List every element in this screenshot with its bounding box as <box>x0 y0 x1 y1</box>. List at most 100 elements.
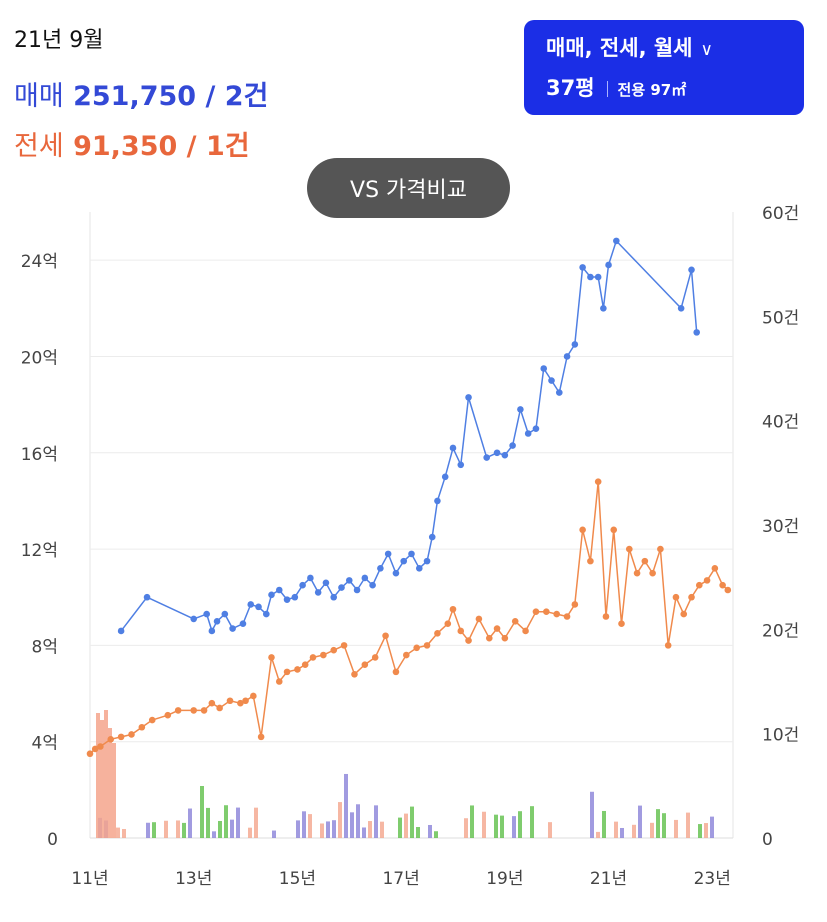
volume-bar <box>212 831 216 838</box>
sale-price-point <box>338 584 345 591</box>
jeonse-price-point <box>657 545 664 553</box>
volume-bar <box>104 710 108 838</box>
trade-types-label: 매매, 전세, 월세 <box>546 36 693 60</box>
jeonse-price-point <box>434 630 441 637</box>
sale-price-point <box>579 264 586 271</box>
sale-price-point <box>353 586 361 594</box>
volume-bar <box>116 827 120 838</box>
jeonse-price-point <box>610 526 618 534</box>
price-series <box>86 237 732 758</box>
volume-bar <box>200 786 204 838</box>
volume-bar <box>332 820 336 838</box>
jeonse-price-point <box>330 646 338 654</box>
volume-bar <box>398 817 402 838</box>
jeonse-price-point <box>351 670 358 678</box>
volume-bar <box>380 821 384 838</box>
sale-summary: 매매 251,750 / 2건 <box>14 74 268 113</box>
jeonse-price-point <box>465 637 472 644</box>
trade-type-filter-button[interactable]: 매매, 전세, 월세 ∨ 37평 전용 97㎡ <box>524 20 804 115</box>
sale-price-point <box>299 581 306 589</box>
sale-price-point <box>255 603 262 611</box>
jeonse-price-point <box>532 608 540 615</box>
volume-bar <box>614 821 618 838</box>
volume-bar <box>146 822 150 838</box>
volume-bar <box>674 819 678 838</box>
y-right-tick-label: 20건 <box>762 621 799 641</box>
volume-bar <box>710 816 714 838</box>
sale-price-point <box>307 574 314 582</box>
jeonse-price-point <box>511 618 519 625</box>
jeonse-price-point <box>711 565 719 572</box>
sale-price-point <box>291 593 299 601</box>
sale-price-point <box>501 451 509 459</box>
y-left-tick-label: 12억 <box>21 541 58 561</box>
volume-bar <box>224 805 228 838</box>
y-left-tick-label: 4억 <box>32 734 58 754</box>
y-left-tick-label: 0 <box>47 830 58 850</box>
chart-axes: 0 4억 8억 12억 16억 20억 24억 0 10건 20건 30건 40건 50건 60건 11년 1… <box>21 204 800 889</box>
jeonse-price-point <box>128 731 135 738</box>
sale-price-point <box>434 497 441 505</box>
jeonse-price-point <box>371 654 379 661</box>
jeonse-price-point <box>618 620 625 628</box>
jeonse-price-point <box>190 707 198 714</box>
sale-price-point <box>587 273 594 281</box>
jeonse-price-point <box>672 593 680 601</box>
x-tick-label: 13년 <box>175 869 212 889</box>
y-left-tick-label: 16억 <box>21 445 58 465</box>
sale-price-point <box>117 627 125 635</box>
volume-bar <box>176 820 180 838</box>
jeonse-price-point <box>602 613 610 620</box>
y-left-tick-label: 8억 <box>32 637 58 657</box>
sale-price-point <box>213 618 221 625</box>
sale-price-point <box>563 353 571 360</box>
volume-bar <box>638 805 642 838</box>
jeonse-price-point <box>294 666 301 673</box>
volume-bar <box>494 814 498 838</box>
volume-bar <box>100 720 104 838</box>
volume-bar <box>686 812 690 838</box>
jeonse-price-point <box>148 716 156 724</box>
y-right-tick-label: 60건 <box>762 204 799 224</box>
volume-bar <box>548 822 552 838</box>
jeonse-price-point <box>86 750 94 758</box>
sale-price-point <box>483 454 490 461</box>
sale-price-point <box>345 577 353 584</box>
volume-bar <box>112 743 116 838</box>
jeonse-price-point <box>340 642 348 649</box>
sale-price-point <box>428 533 436 541</box>
sale-price-point <box>208 627 216 635</box>
jeonse-price-point <box>680 610 688 618</box>
jeonse-price-point <box>242 697 249 705</box>
volume-bar <box>254 807 258 838</box>
price-compare-button[interactable]: VS 가격비교 <box>307 158 510 218</box>
sale-price-point <box>613 237 620 245</box>
sale-value: 251,750 / 2건 <box>73 81 269 112</box>
sale-price-point <box>369 581 376 589</box>
jeonse-price-point <box>257 733 265 741</box>
y-right-tick-label: 30건 <box>762 517 799 537</box>
jeonse-price-point <box>117 733 125 741</box>
sale-price-point <box>275 586 283 594</box>
jeonse-price-point <box>301 661 309 668</box>
area-label: 전용 97㎡ <box>617 81 687 99</box>
sale-price-point <box>509 442 516 449</box>
jeonse-price-point <box>444 620 452 628</box>
y-right-tick-label: 40건 <box>762 413 799 433</box>
volume-bar <box>188 808 192 838</box>
jeonse-price-point <box>543 608 550 615</box>
sale-price-point <box>517 406 524 413</box>
y-left-tick-label: 20억 <box>21 348 58 368</box>
jeonse-price-point <box>237 699 244 707</box>
volume-bar <box>350 812 354 838</box>
jeonse-price-point <box>423 642 431 649</box>
jeonse-price-point <box>449 605 457 613</box>
volume-bar <box>470 805 474 838</box>
volume-bar <box>206 807 210 838</box>
volume-bar <box>248 827 252 838</box>
jeonse-price-point <box>485 634 493 642</box>
volume-bars <box>96 710 714 838</box>
jeonse-price-point <box>594 478 602 485</box>
jeonse-price-point <box>382 632 389 640</box>
volume-bar <box>602 810 606 838</box>
